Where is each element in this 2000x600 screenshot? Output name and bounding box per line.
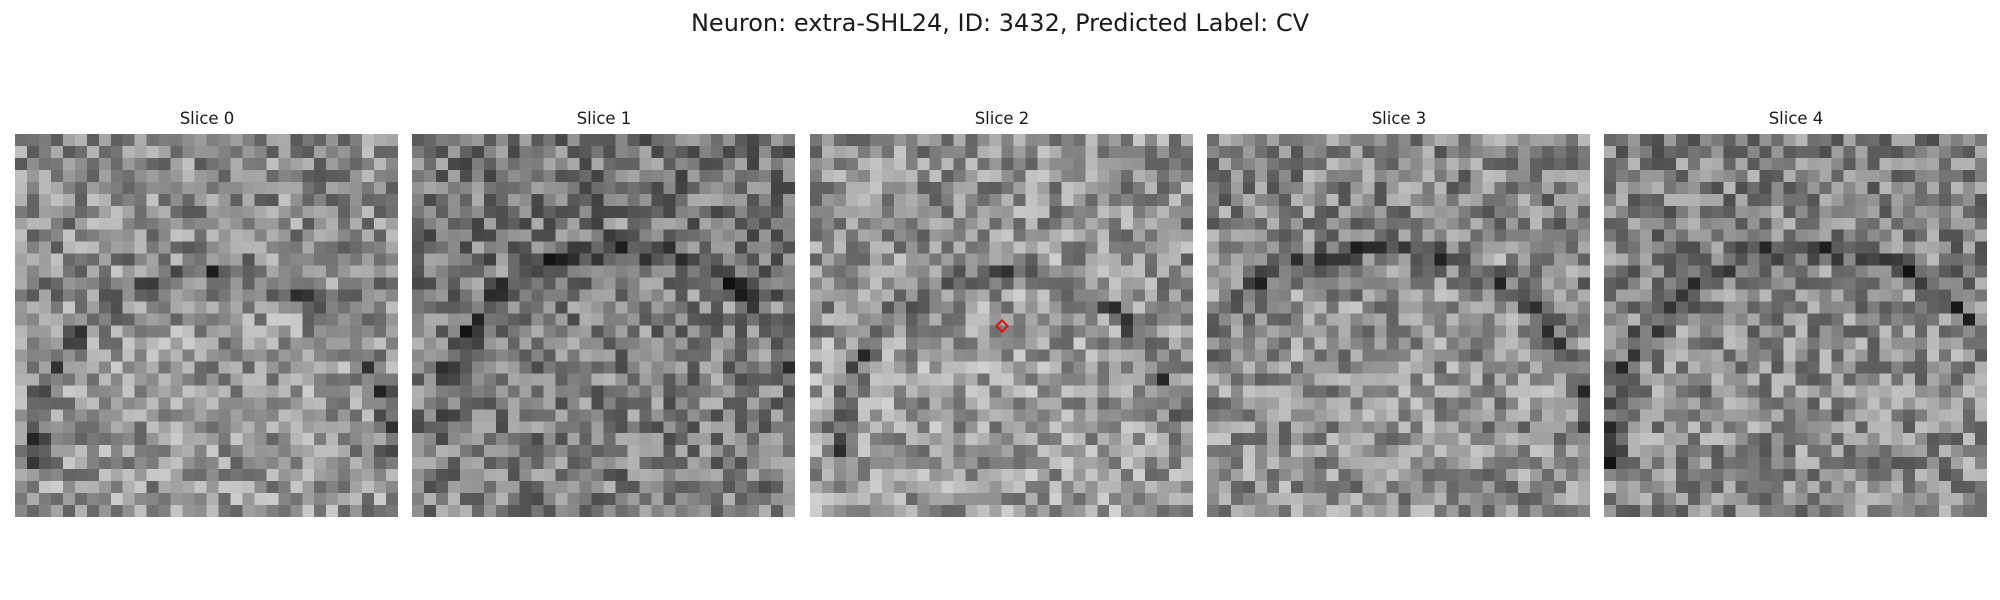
slice-panel-3: Slice 3	[1207, 108, 1591, 517]
slice-title-1: Slice 1	[412, 108, 796, 130]
slice-title-4: Slice 4	[1604, 108, 1988, 130]
slice-panel-0: Slice 0	[15, 108, 399, 517]
slice-panel-2: Slice 2	[810, 108, 1194, 517]
slice-panel-4: Slice 4	[1604, 108, 1988, 517]
slice-panel-1: Slice 1	[412, 108, 796, 517]
slice-image-4	[1604, 134, 1987, 517]
slice-title-3: Slice 3	[1207, 108, 1591, 130]
figure-title: Neuron: extra-SHL24, ID: 3432, Predicted…	[0, 6, 2000, 40]
slice-title-0: Slice 0	[15, 108, 399, 130]
slice-image-3	[1207, 134, 1590, 517]
slice-title-2: Slice 2	[810, 108, 1194, 130]
slice-image-2	[810, 134, 1193, 517]
slice-image-1	[412, 134, 795, 517]
slice-image-0	[15, 134, 398, 517]
